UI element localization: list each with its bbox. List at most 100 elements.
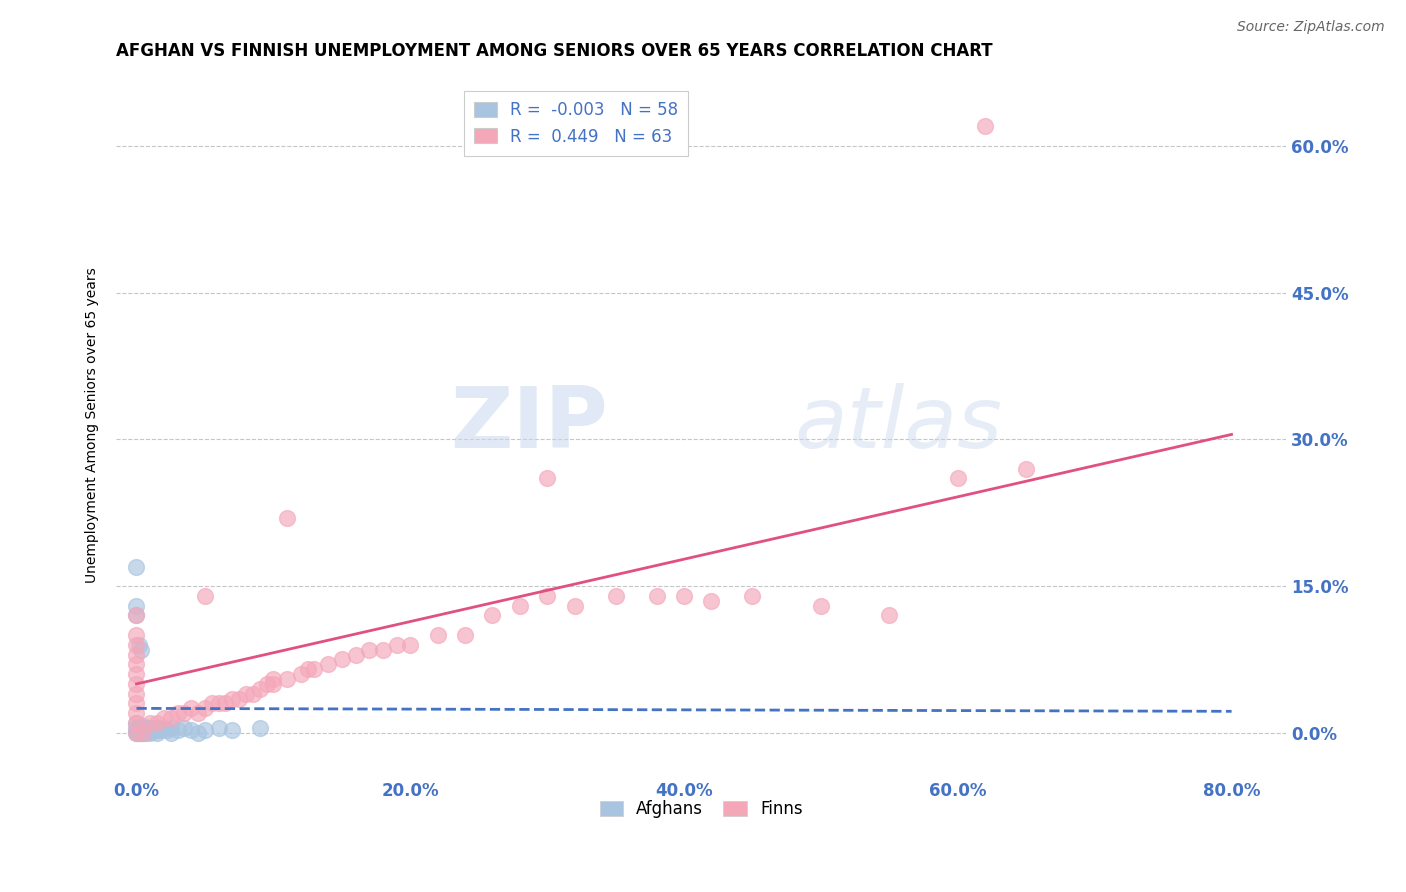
Point xyxy=(131,721,153,735)
Point xyxy=(129,642,152,657)
Point xyxy=(371,642,394,657)
Point xyxy=(194,701,217,715)
Point xyxy=(125,657,148,672)
Point xyxy=(135,721,157,735)
Point xyxy=(139,723,162,737)
Point xyxy=(131,723,153,737)
Point xyxy=(536,589,558,603)
Point xyxy=(139,721,162,735)
Point xyxy=(399,638,422,652)
Point xyxy=(134,721,156,735)
Point xyxy=(879,608,901,623)
Point xyxy=(645,589,668,603)
Point xyxy=(125,721,148,735)
Point xyxy=(143,721,166,735)
Point xyxy=(256,677,278,691)
Point xyxy=(125,667,148,681)
Point xyxy=(125,716,148,731)
Point xyxy=(125,628,148,642)
Point xyxy=(129,721,152,735)
Point xyxy=(207,721,229,735)
Point xyxy=(125,559,148,574)
Point xyxy=(153,721,176,735)
Point xyxy=(125,726,148,740)
Point xyxy=(125,706,148,721)
Text: ZIP: ZIP xyxy=(450,384,607,467)
Point xyxy=(262,677,284,691)
Point xyxy=(344,648,367,662)
Legend: Afghans, Finns: Afghans, Finns xyxy=(593,794,810,825)
Point xyxy=(136,721,159,735)
Point xyxy=(481,608,503,623)
Point xyxy=(221,691,243,706)
Point xyxy=(125,599,148,613)
Point xyxy=(536,471,558,485)
Y-axis label: Unemployment Among Seniors over 65 years: Unemployment Among Seniors over 65 years xyxy=(86,267,100,582)
Point xyxy=(145,723,167,737)
Point xyxy=(125,608,148,623)
Point xyxy=(1015,461,1038,475)
Point xyxy=(127,723,149,737)
Point xyxy=(249,721,271,735)
Point xyxy=(509,599,531,613)
Point xyxy=(127,726,149,740)
Point xyxy=(173,706,195,721)
Point xyxy=(221,723,243,737)
Point xyxy=(159,721,181,735)
Point xyxy=(974,120,997,134)
Point xyxy=(129,726,152,740)
Point xyxy=(330,652,353,666)
Point xyxy=(166,723,188,737)
Point xyxy=(262,672,284,686)
Point xyxy=(385,638,408,652)
Point xyxy=(187,706,209,721)
Point xyxy=(128,638,150,652)
Point xyxy=(297,662,319,676)
Point xyxy=(125,677,148,691)
Point xyxy=(125,723,148,738)
Point xyxy=(159,726,181,740)
Point xyxy=(194,589,217,603)
Point xyxy=(128,726,150,740)
Point xyxy=(207,697,229,711)
Point xyxy=(159,711,181,725)
Point xyxy=(142,723,165,737)
Point xyxy=(304,662,326,676)
Point xyxy=(166,706,188,721)
Point xyxy=(276,510,298,524)
Point xyxy=(700,593,723,607)
Point xyxy=(146,716,169,731)
Text: Source: ZipAtlas.com: Source: ZipAtlas.com xyxy=(1237,20,1385,34)
Point xyxy=(125,608,148,623)
Point xyxy=(316,657,339,672)
Point xyxy=(125,638,148,652)
Point xyxy=(290,667,312,681)
Point xyxy=(150,723,173,737)
Point xyxy=(153,711,176,725)
Point xyxy=(131,726,153,740)
Point xyxy=(426,628,449,642)
Point xyxy=(187,726,209,740)
Point xyxy=(128,723,150,737)
Point xyxy=(148,723,170,737)
Point xyxy=(454,628,477,642)
Point xyxy=(132,719,155,733)
Point xyxy=(128,721,150,735)
Point xyxy=(138,723,160,737)
Point xyxy=(127,721,149,735)
Text: atlas: atlas xyxy=(794,384,1002,467)
Point xyxy=(142,721,165,735)
Point xyxy=(125,716,148,731)
Point xyxy=(810,599,832,613)
Point xyxy=(605,589,627,603)
Point xyxy=(228,691,250,706)
Point xyxy=(132,726,155,740)
Point xyxy=(946,471,969,485)
Point xyxy=(138,721,160,735)
Point xyxy=(132,726,155,740)
Point xyxy=(132,723,155,737)
Point xyxy=(741,589,763,603)
Point xyxy=(201,697,224,711)
Point xyxy=(673,589,696,603)
Point xyxy=(125,697,148,711)
